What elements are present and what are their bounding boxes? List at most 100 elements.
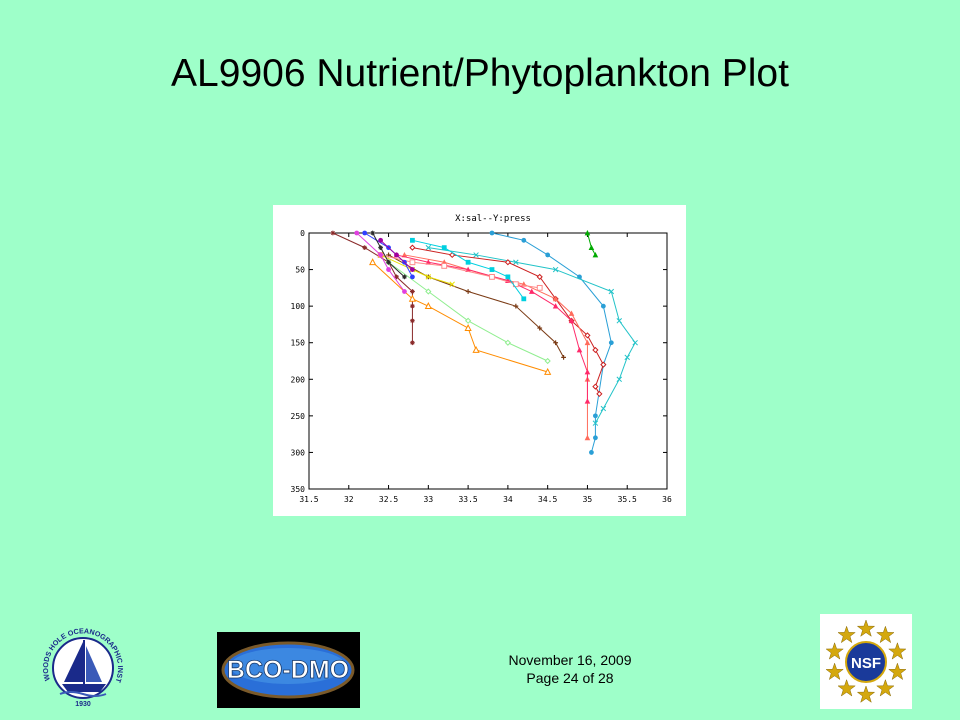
data-point <box>568 310 575 316</box>
data-point <box>561 354 566 360</box>
star-icon <box>888 642 907 660</box>
series-group <box>425 244 638 426</box>
data-point <box>608 288 615 295</box>
footer-block: November 16, 2009 Page 24 of 28 <box>440 651 700 687</box>
x-tick-label: 32.5 <box>379 495 398 504</box>
footer-date: November 16, 2009 <box>508 652 632 668</box>
data-point <box>584 339 591 346</box>
star-icon <box>856 685 876 703</box>
data-point <box>464 323 472 331</box>
series-group <box>330 230 415 346</box>
series-group <box>377 252 543 291</box>
x-tick-label: 34.5 <box>538 495 557 504</box>
data-point <box>465 259 471 265</box>
x-tick-label: 36 <box>662 495 672 504</box>
data-point <box>394 252 399 258</box>
data-point <box>584 434 591 441</box>
series-group <box>401 251 591 441</box>
star-icon <box>876 625 895 644</box>
data-point <box>402 274 407 280</box>
y-tick-label: 50 <box>295 266 305 275</box>
series-group <box>489 230 614 455</box>
plot-area-frame <box>308 232 668 490</box>
data-point <box>521 237 527 243</box>
data-point <box>473 252 479 258</box>
data-point <box>386 259 391 265</box>
series-group <box>385 259 551 365</box>
data-point <box>608 340 614 346</box>
y-tick-label: 300 <box>291 448 306 457</box>
star-icon <box>837 678 856 697</box>
data-point <box>593 413 598 419</box>
data-point <box>378 237 383 243</box>
y-tick-label: 100 <box>291 302 306 311</box>
whoi-logo: WOODS HOLE OCEANOGRAPHIC INSTITUTION 193… <box>40 620 125 708</box>
data-point <box>362 245 368 251</box>
data-point <box>545 252 551 258</box>
x-tick-label: 35.5 <box>618 495 637 504</box>
data-point <box>354 230 360 236</box>
data-point <box>441 263 448 269</box>
data-point <box>528 288 535 294</box>
data-point <box>408 294 417 302</box>
slide-title: AL9906 Nutrient/Phytoplankton Plot <box>171 52 789 95</box>
data-point <box>592 251 599 258</box>
series-group <box>584 230 599 258</box>
data-point <box>589 450 594 455</box>
data-point <box>553 340 559 346</box>
data-point <box>425 244 432 251</box>
data-point <box>593 435 598 441</box>
chart-title: X:sal--Y:press <box>455 214 531 224</box>
salinity-pressure-chart: X:sal--Y:press 31.5 32 32.5 33 33.5 34 34.5 35 3… <box>291 214 672 504</box>
data-point <box>600 405 607 412</box>
data-point <box>584 368 591 375</box>
star-icon <box>876 678 895 697</box>
y-tick-label: 150 <box>291 339 306 348</box>
data-point <box>505 274 511 280</box>
x-tick-label: 31.5 <box>299 495 318 504</box>
series-line <box>412 247 604 395</box>
series-group <box>410 237 527 302</box>
data-point <box>616 318 623 324</box>
x-tick-label: 34 <box>503 495 513 504</box>
data-point <box>596 390 603 398</box>
data-point <box>576 347 583 353</box>
data-point <box>410 274 415 280</box>
data-point <box>425 259 432 265</box>
data-point <box>369 258 377 266</box>
data-point <box>465 317 472 324</box>
data-point <box>536 284 543 291</box>
star-icon <box>825 662 844 681</box>
series-line <box>380 254 540 289</box>
data-point <box>489 230 495 236</box>
series-group <box>409 244 607 398</box>
data-point <box>592 383 599 390</box>
y-tick-label: 350 <box>291 485 306 494</box>
data-point <box>536 273 543 280</box>
data-point <box>600 303 606 309</box>
data-point <box>521 296 527 302</box>
data-point <box>552 303 559 309</box>
data-point <box>394 274 399 280</box>
data-point <box>624 354 630 361</box>
data-point <box>378 245 383 251</box>
data-point <box>410 237 415 243</box>
data-point <box>410 267 415 272</box>
footer-page: Page 24 of 28 <box>526 670 614 686</box>
data-point <box>584 398 591 404</box>
data-point <box>513 303 519 309</box>
series-group <box>370 230 407 280</box>
data-point <box>409 244 416 251</box>
data-point <box>449 251 456 259</box>
series-line <box>404 254 588 438</box>
star-icon <box>825 642 844 660</box>
chart-panel: X:sal--Y:press 31.5 32 32.5 33 33.5 34 34.5 35 3… <box>273 205 686 516</box>
data-point <box>362 230 368 236</box>
data-point <box>616 376 623 383</box>
data-point <box>386 267 391 272</box>
data-point <box>544 367 552 375</box>
data-point <box>600 361 607 368</box>
data-point <box>402 289 407 294</box>
data-point <box>489 267 495 272</box>
star-icon <box>856 619 876 637</box>
